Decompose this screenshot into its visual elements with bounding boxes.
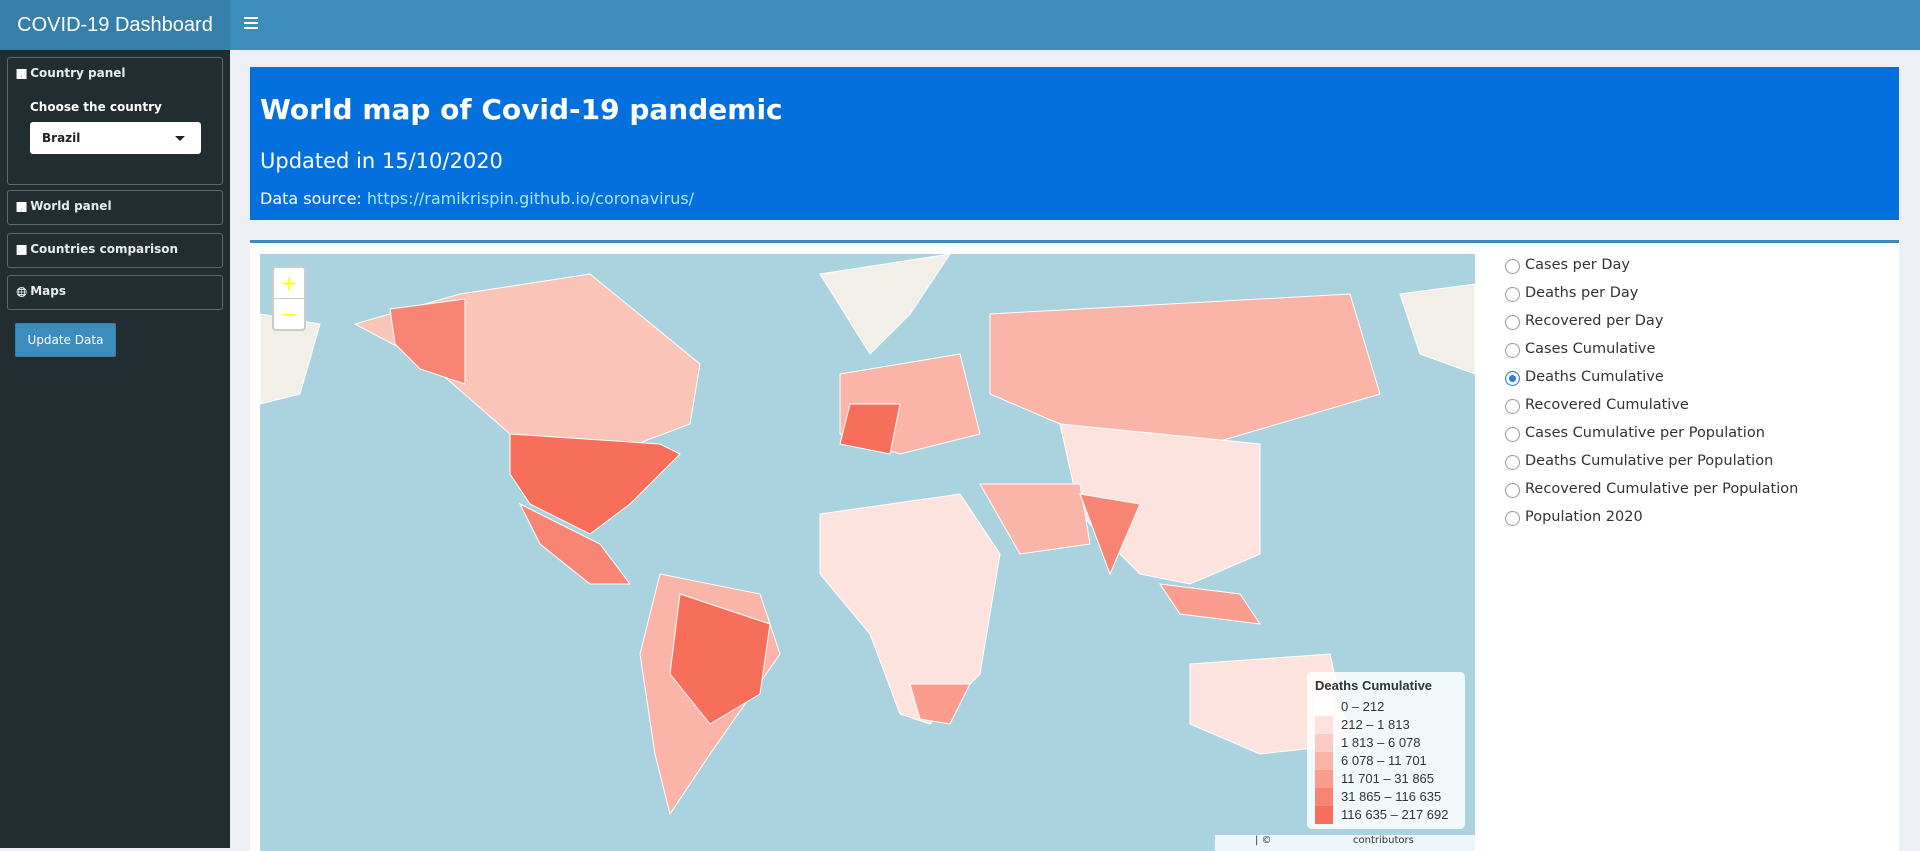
banner-title: World map of Covid-19 pandemic [260, 93, 783, 126]
sidebar-panel: 🌐 Maps [7, 275, 223, 310]
legend-label: 0 – 212 [1341, 699, 1385, 714]
radio-label: Recovered Cumulative [1525, 397, 1689, 413]
radio-button[interactable] [1505, 427, 1520, 442]
panel-header[interactable]: 📊 Country panel [16, 66, 126, 80]
zoom-out[interactable]: − [280, 302, 298, 326]
radio-label: Cases Cumulative [1525, 341, 1656, 357]
sidebar-panel: 📈 Countries comparison [7, 233, 223, 268]
legend-swatch [1315, 806, 1333, 824]
banner-subtitle: Updated in 15/10/2020 [260, 149, 503, 173]
banner-source: Data source: https://ramikrispin.github.… [260, 189, 694, 208]
panel-icon: 📈 [16, 246, 28, 256]
attribution-text[interactable]: contributors [1353, 835, 1414, 846]
zoom-control: + − [272, 266, 306, 331]
radio-button[interactable] [1505, 511, 1520, 526]
sidebar-toggle[interactable] [244, 16, 258, 30]
panel-header[interactable]: 🌐 Maps [16, 284, 66, 298]
legend-label: 11 701 – 31 865 [1341, 771, 1435, 786]
radio-label: Cases Cumulative per Population [1525, 425, 1765, 441]
world-map[interactable]: + − Deaths Cumulative 0 – 212 212 – 1 813… [260, 254, 1475, 851]
radio-button[interactable] [1505, 287, 1520, 302]
map-legend: Deaths Cumulative 0 – 212 212 – 1 813 1 81… [1307, 672, 1465, 829]
legend-swatch [1315, 734, 1333, 752]
top-bar [0, 0, 1920, 50]
legend-label: 31 865 – 116 635 [1341, 789, 1442, 804]
panel-label: Country panel [30, 66, 126, 80]
attribution: | © contributors [1215, 835, 1475, 851]
panel-label: Countries comparison [30, 242, 179, 256]
radio-button[interactable] [1505, 455, 1520, 470]
legend-swatch [1315, 788, 1333, 806]
legend-swatch [1315, 716, 1333, 734]
legend-title: Deaths Cumulative [1315, 678, 1433, 693]
panel-header[interactable]: 📊 World panel [16, 199, 112, 213]
radio-button[interactable] [1505, 343, 1520, 358]
map-shapes [260, 254, 1475, 816]
radio-button[interactable] [1505, 259, 1520, 274]
sidebar-panel: 📊 Country panel Choose the country Brazil [7, 57, 223, 185]
legend-swatch [1315, 698, 1333, 716]
field-label: Choose the country [30, 100, 162, 114]
legend-label: 6 078 – 11 701 [1341, 753, 1427, 768]
radio-label: Cases per Day [1525, 257, 1630, 273]
radio-label: Recovered per Day [1525, 313, 1664, 329]
radio-button[interactable] [1505, 371, 1520, 386]
legend-label: 212 – 1 813 [1341, 717, 1410, 732]
radio-label: Deaths Cumulative per Population [1525, 453, 1774, 469]
legend-swatch [1315, 770, 1333, 788]
panel-icon: 📊 [16, 203, 28, 213]
radio-button[interactable] [1505, 399, 1520, 414]
country-select[interactable]: Brazil [30, 122, 201, 154]
source-label: Data source: [260, 189, 362, 208]
radio-label: Deaths Cumulative [1525, 369, 1664, 385]
radio-label: Population 2020 [1525, 509, 1643, 525]
radio-label: Recovered Cumulative per Population [1525, 481, 1799, 497]
zoom-in[interactable]: + [274, 268, 304, 299]
select-caret [175, 136, 185, 141]
update-button[interactable]: Update Data [15, 323, 116, 357]
radio-button[interactable] [1505, 483, 1520, 498]
panel-label: World panel [30, 199, 112, 213]
panel-label: Maps [30, 284, 66, 298]
sidebar-panel: 📊 World panel [7, 190, 223, 225]
legend-label: 116 635 – 217 692 [1341, 807, 1449, 822]
map-box: + − Deaths Cumulative 0 – 212 212 – 1 813… [250, 240, 1899, 851]
legend-swatch [1315, 752, 1333, 770]
radio-button[interactable] [1505, 315, 1520, 330]
legend-label: 1 813 – 6 078 [1341, 735, 1421, 750]
panel-icon: 🌐 [16, 288, 28, 298]
brand-title[interactable]: COVID-19 Dashboard [0, 0, 230, 50]
attribution-text: | © [1255, 835, 1272, 846]
source-link[interactable]: https://ramikrispin.github.io/coronaviru… [366, 189, 695, 208]
panel-icon: 📊 [16, 70, 28, 80]
radio-label: Deaths per Day [1525, 285, 1639, 301]
panel-header[interactable]: 📈 Countries comparison [16, 242, 178, 256]
banner: World map of Covid-19 pandemic Updated i… [250, 67, 1899, 220]
